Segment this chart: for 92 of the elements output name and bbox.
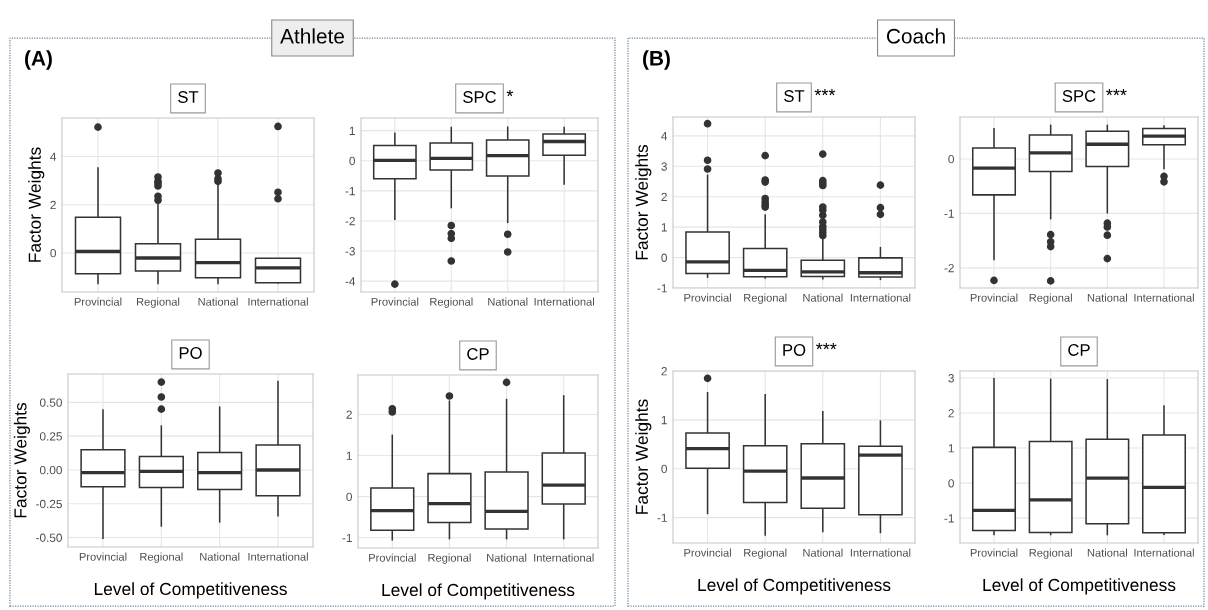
text: *** <box>1106 88 1127 96</box>
x-tick-label: Regional <box>428 553 471 564</box>
x-tick-label: National <box>1087 293 1127 302</box>
y-tick-label: -3 <box>345 247 355 256</box>
x-tick-label: Regional <box>1029 548 1072 559</box>
x-tick-label: National <box>1087 548 1127 557</box>
x-tick-label: Provincial <box>970 293 1018 302</box>
chart-title: SPC <box>463 91 496 103</box>
y-tick-label: -1 <box>944 514 954 523</box>
x-tick-label: National <box>803 293 843 302</box>
y-tick-label: 1 <box>349 126 355 135</box>
y-tick-label: 0 <box>661 464 667 474</box>
y-tick-label: -4 <box>345 277 356 286</box>
y-axis-title: Factor Weights <box>28 147 45 262</box>
y-tick-label: -0.25 <box>36 499 62 509</box>
y-tick-label: 2 <box>50 200 56 210</box>
y-tick-label: -1 <box>342 533 352 542</box>
x-tick-label: International <box>248 552 308 561</box>
text: (A) <box>25 50 52 70</box>
y-tick-label: -1 <box>657 284 667 293</box>
x-tick-label: Regional <box>430 297 473 308</box>
chart-title: CP <box>467 348 489 360</box>
y-tick-label: -1 <box>944 209 954 218</box>
y-axis-title: Factor Weights <box>635 399 652 514</box>
chart-title: PO <box>179 347 202 359</box>
y-tick-label: 0.25 <box>39 432 62 441</box>
y-tick-label: 0 <box>50 248 56 258</box>
x-tick-label: Regional <box>744 293 787 304</box>
x-tick-label: Provincial <box>74 297 122 306</box>
chart-title: ST <box>784 90 805 102</box>
x-tick-label: Provincial <box>369 553 416 562</box>
chart-title: SPC <box>1062 90 1096 102</box>
y-axis-title: Factor Weights <box>635 144 652 260</box>
x-tick-label: International <box>1134 548 1194 557</box>
y-tick-label: 0 <box>349 156 355 166</box>
x-tick-label: Regional <box>1029 293 1072 304</box>
y-tick-label: 3 <box>661 162 667 171</box>
x-tick-label: International <box>248 297 308 306</box>
y-tick-label: 1 <box>346 451 352 460</box>
text: Athlete <box>280 28 345 44</box>
y-tick-label: -1 <box>657 513 667 522</box>
y-tick-label: 0.50 <box>39 398 62 407</box>
y-tick-label: 4 <box>50 152 57 161</box>
y-tick-label: 2 <box>661 192 667 201</box>
x-tick-label: Regional <box>140 552 183 563</box>
y-tick-label: 1 <box>948 444 954 453</box>
x-tick-label: International <box>1134 293 1194 302</box>
x-axis-title: Level of Competitiveness <box>698 578 891 595</box>
y-tick-label: -1 <box>345 187 355 196</box>
x-tick-label: Regional <box>744 548 787 559</box>
text: *** <box>814 88 836 96</box>
y-axis-title: Factor Weights <box>13 402 30 518</box>
y-tick-label: 0 <box>948 479 954 488</box>
y-tick-label: -2 <box>944 263 954 273</box>
x-tick-label: Provincial <box>684 548 731 557</box>
x-tick-label: International <box>534 553 594 562</box>
x-axis-title: Level of Competitiveness <box>983 578 1176 595</box>
x-tick-label: Regional <box>136 297 180 308</box>
y-tick-label: 1 <box>661 416 667 425</box>
chart-title: CP <box>1068 344 1090 356</box>
text: * <box>506 89 514 97</box>
x-axis-title: Level of Competitiveness <box>94 582 287 599</box>
chart-title: ST <box>178 91 199 103</box>
x-axis-title: Level of Competitiveness <box>382 583 575 600</box>
x-tick-label: National <box>198 297 238 306</box>
y-tick-label: 1 <box>661 223 667 232</box>
y-tick-label: 0 <box>948 154 954 164</box>
x-tick-label: Provincial <box>371 297 419 306</box>
x-tick-label: International <box>534 297 594 306</box>
chart-title: PO <box>783 344 806 356</box>
x-tick-label: National <box>803 548 843 557</box>
y-tick-label: 0.00 <box>39 465 62 475</box>
y-tick-label: 2 <box>346 410 352 419</box>
text: (B) <box>643 50 670 70</box>
x-tick-label: National <box>488 297 528 306</box>
x-tick-label: National <box>487 553 527 562</box>
y-tick-label: 3 <box>948 374 954 383</box>
x-tick-label: Provincial <box>970 548 1018 557</box>
x-tick-label: International <box>850 293 911 302</box>
text: Coach <box>886 28 945 44</box>
text: *** <box>816 342 837 350</box>
y-tick-label: 2 <box>661 367 667 376</box>
y-tick-label: -2 <box>345 216 355 226</box>
y-tick-label: -0.50 <box>36 533 62 542</box>
x-tick-label: Provincial <box>79 552 127 561</box>
y-tick-label: 0 <box>346 492 352 502</box>
y-tick-label: 2 <box>948 409 954 418</box>
x-tick-label: Provincial <box>684 293 731 302</box>
x-tick-label: International <box>850 548 911 557</box>
y-tick-label: 4 <box>661 132 668 141</box>
y-tick-label: 0 <box>661 253 667 262</box>
x-tick-label: National <box>200 552 240 561</box>
